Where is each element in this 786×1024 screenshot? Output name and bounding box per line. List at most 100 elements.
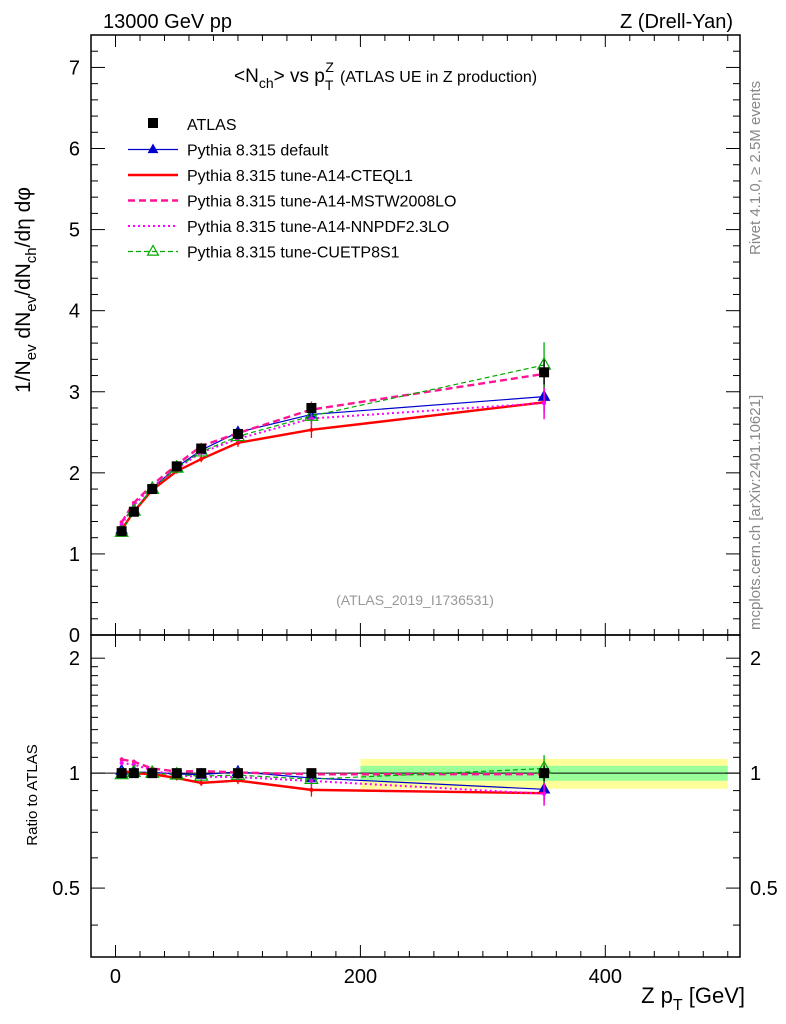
- xlabel-part-2: [GeV]: [683, 983, 745, 1008]
- data-point: [116, 526, 127, 537]
- ylabel-part-1: 1/N: [12, 360, 35, 393]
- data-point: [147, 484, 158, 495]
- legend-entry-pythia-8-315-tune-a14-mstw2008lo: Pythia 8.315 tune-A14-MSTW2008LO: [128, 194, 456, 211]
- ylabel-part-2: dN: [12, 312, 35, 345]
- series-line: [120, 401, 545, 531]
- data-point: [539, 367, 550, 378]
- ratio-plot-frame: [90, 634, 741, 958]
- data-point: [128, 506, 139, 517]
- title-part-a: <N: [234, 66, 259, 87]
- series-atlas: [116, 360, 550, 537]
- series-pythia-8-315-tune-a14-mstw2008lo: [119, 357, 547, 525]
- y-tick-label: 2: [69, 463, 80, 485]
- main-series-layer: [114, 342, 552, 537]
- y-tick-label: 7: [69, 57, 80, 79]
- x-tick-label: 200: [344, 966, 377, 988]
- ylabel-sub-1: ev: [23, 344, 40, 360]
- legend-entry-pythia-8-315-tune-a14-nnpdf2-3lo: Pythia 8.315 tune-A14-NNPDF2.3LO: [128, 219, 449, 236]
- series-pythia-8-315-tune-a14-nnpdf2-3lo: [119, 386, 547, 527]
- ratio-point: [128, 768, 139, 779]
- ratio-series-line: [121, 758, 545, 776]
- data-point: [171, 461, 182, 472]
- ratio-tick-label-left: 1: [69, 763, 80, 785]
- legend-entry-pythia-8-315-tune-cuetp8s1: Pythia 8.315 tune-CUETP8S1: [128, 244, 400, 262]
- data-point: [196, 443, 207, 454]
- legend-label: Pythia 8.315 tune-A14-MSTW2008LO: [187, 194, 456, 211]
- data-point: [542, 401, 547, 406]
- ratio-y-axis-label: Ratio to ATLAS: [24, 744, 41, 845]
- y-axis-label: 1/Nev dNev/dNch/dη dφ: [12, 187, 40, 393]
- series-line: [120, 402, 545, 526]
- data-point: [309, 427, 314, 432]
- title-part-c: (ATLAS UE in Z production): [340, 69, 537, 86]
- legend-entry-pythia-8-315-default: Pythia 8.315 default: [128, 143, 329, 160]
- y-tick-label: 6: [69, 139, 80, 161]
- y-tick-label: 4: [69, 301, 80, 323]
- ratio-point: [309, 787, 314, 792]
- ratio-tick-label-left: 0.5: [52, 878, 80, 900]
- legend-label: Pythia 8.315 tune-CUETP8S1: [187, 245, 400, 262]
- ylabel-part-4: /dη dφ: [12, 187, 35, 247]
- series-line: [121, 364, 545, 533]
- process-label: Z (Drell-Yan): [620, 11, 733, 33]
- x-tick-label: 400: [589, 966, 622, 988]
- legend-marker: [147, 143, 159, 154]
- title-sub-t: T: [325, 77, 334, 93]
- ratio-point: [131, 759, 136, 764]
- legend-label: Pythia 8.315 tune-A14-CTEQL1: [187, 168, 413, 185]
- legend-entry-pythia-8-315-tune-a14-cteql1: Pythia 8.315 tune-A14-CTEQL1: [128, 168, 413, 185]
- data-point: [199, 457, 204, 462]
- analysis-watermark: (ATLAS_2019_I1736531): [336, 592, 494, 608]
- data-point: [232, 428, 243, 439]
- chart-title: <Nch> vs pTZ (ATLAS UE in Z production): [234, 59, 537, 93]
- ratio-point: [539, 768, 550, 779]
- axis-tick-labels: 0 200 400 0 1 2 3 4 5 6 7 0.5 0.5 1 1 2 2: [52, 57, 778, 988]
- ratio-series-line: [121, 762, 545, 795]
- title-part-b: > vs p: [274, 66, 325, 87]
- energy-label: 13000 GeV pp: [103, 11, 232, 33]
- x-tick-label: 0: [110, 966, 121, 988]
- ratio-series-line: [121, 767, 545, 780]
- legend-entry-atlas: ATLAS: [148, 117, 237, 134]
- ylabel-sub-3: ch: [23, 247, 40, 263]
- data-point: [304, 407, 319, 421]
- y-tick-label: 1: [69, 544, 80, 566]
- ratio-point: [171, 768, 182, 779]
- xlabel-part-1: Z p: [641, 983, 673, 1008]
- data-point: [306, 402, 317, 413]
- ratio-point: [199, 780, 204, 785]
- series-pythia-8-315-default: [115, 380, 551, 534]
- ratio-tick-label-right: 0.5: [750, 878, 778, 900]
- ratio-point: [116, 768, 127, 779]
- ratio-point: [119, 757, 124, 762]
- ratio-point: [196, 768, 207, 779]
- title-sup-z: Z: [325, 59, 334, 75]
- ratio-point: [119, 761, 124, 766]
- mcplots-label: mcplots.cern.ch [arXiv:2401.10621]: [747, 395, 764, 630]
- y-tick-label: 5: [69, 220, 80, 242]
- series-pythia-8-315-tune-cuetp8s1: [114, 342, 552, 537]
- y-tick-label: 3: [69, 382, 80, 404]
- ratio-tick-label-right: 2: [750, 648, 761, 670]
- legend: ATLAS Pythia 8.315 default Pythia 8.315 tu…: [128, 117, 456, 262]
- x-axis-label: Z pT [GeV]: [641, 983, 745, 1014]
- legend-label: Pythia 8.315 tune-A14-NNPDF2.3LO: [187, 219, 449, 236]
- axis-ticks: [90, 35, 740, 957]
- legend-marker: [148, 118, 158, 128]
- ratio-series-atlas: [116, 765, 550, 781]
- legend-label: ATLAS: [187, 117, 237, 134]
- series-line: [120, 372, 545, 523]
- y-tick-label: 0: [69, 625, 80, 647]
- ratio-tick-label-left: 2: [69, 648, 80, 670]
- ratio-series-layer: [114, 755, 552, 806]
- ratio-point: [232, 768, 243, 779]
- ratio-point: [147, 768, 158, 779]
- legend-label: Pythia 8.315 default: [187, 143, 329, 160]
- rivet-version-label: Rivet 4.1.0, ≥ 2.5M events: [747, 81, 764, 255]
- ylabel-sub-2: ev: [23, 295, 40, 311]
- xlabel-sub-t: T: [673, 997, 683, 1014]
- legend-marker: [146, 244, 160, 256]
- ratio-point: [306, 768, 317, 779]
- ratio-point: [542, 791, 547, 796]
